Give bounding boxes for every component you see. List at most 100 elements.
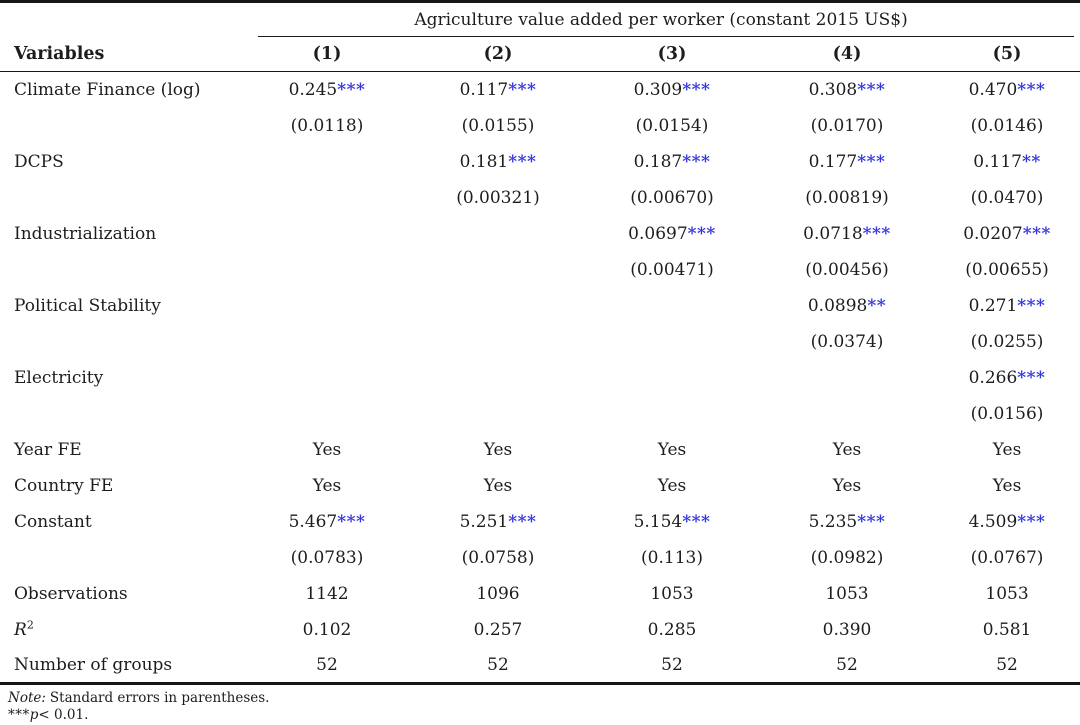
dependent-variable-title: Agriculture value added per worker (cons…	[242, 2, 1080, 38]
table-row: Number of groups 52 52 52 52 52	[0, 648, 1080, 684]
value-cell: 0.181***	[459, 151, 537, 172]
value-cell	[242, 180, 412, 216]
table-row: Observations 1142 1096 1053 1053 1053	[0, 576, 1080, 612]
value-cell: 52	[316, 654, 338, 675]
row-label	[0, 252, 242, 288]
value-cell: 0.187***	[633, 151, 711, 172]
significance-stars: ***	[857, 79, 886, 100]
column-header-3: (3)	[584, 37, 760, 72]
value-cell: 52	[487, 654, 509, 675]
significance-p: p	[29, 707, 39, 723]
table-row: Year FE Yes Yes Yes Yes Yes	[0, 432, 1080, 468]
note-label: Note:	[8, 690, 46, 706]
value-cell: Yes	[312, 439, 342, 460]
value-cell	[584, 324, 760, 360]
significance-stars: ***	[1022, 223, 1051, 244]
table-row: Industrialization 0.0697*** 0.0718*** 0.020…	[0, 216, 1080, 252]
value-cell: Yes	[832, 439, 862, 460]
significance-stars: ***	[1017, 295, 1046, 316]
value-cell	[412, 288, 584, 324]
value-cell	[760, 360, 934, 396]
value-cell: Yes	[483, 439, 513, 460]
column-header-5: (5)	[934, 37, 1080, 72]
value-cell: Yes	[312, 475, 342, 496]
column-header-2: (2)	[412, 37, 584, 72]
value-cell: 5.467***	[288, 511, 366, 532]
value-cell: 0.390	[822, 619, 872, 640]
value-cell: (0.00655)	[965, 259, 1049, 280]
value-cell: Yes	[832, 475, 862, 496]
value-cell: Yes	[657, 439, 687, 460]
value-cell	[242, 360, 412, 396]
value-cell	[242, 288, 412, 324]
value-cell: 1142	[305, 583, 349, 604]
value-cell: (0.0170)	[810, 115, 884, 136]
significance-stars: ***	[337, 79, 366, 100]
value-cell: 0.0697***	[628, 223, 716, 244]
value-cell: 5.154***	[633, 511, 711, 532]
value-cell: 0.177***	[808, 151, 886, 172]
value-cell: Yes	[483, 475, 513, 496]
value-cell: 5.235***	[808, 511, 886, 532]
spanner-row: Agriculture value added per worker (cons…	[0, 2, 1080, 38]
significance-stars: ***	[508, 151, 537, 172]
significance-stars: ***	[1017, 79, 1046, 100]
value-cell: (0.113)	[641, 547, 703, 568]
column-header-row: Variables (1) (2) (3) (4) (5)	[0, 37, 1080, 72]
table-row: (0.0374) (0.0255)	[0, 324, 1080, 360]
significance-stars: ***	[682, 151, 711, 172]
value-cell: (0.0374)	[810, 331, 884, 352]
value-cell	[412, 216, 584, 252]
value-cell: 0.266***	[968, 367, 1046, 388]
value-cell: (0.0118)	[290, 115, 364, 136]
value-cell: Yes	[992, 439, 1022, 460]
row-label	[0, 108, 242, 144]
value-cell: (0.0758)	[461, 547, 535, 568]
value-cell: (0.0255)	[970, 331, 1044, 352]
value-cell: 52	[836, 654, 858, 675]
value-cell: (0.0982)	[810, 547, 884, 568]
table-row: (0.0783) (0.0758) (0.113) (0.0982) (0.0767)	[0, 540, 1080, 576]
table-row: DCPS 0.181*** 0.187*** 0.177*** 0.117**	[0, 144, 1080, 180]
value-cell: (0.0783)	[290, 547, 364, 568]
value-cell: 52	[661, 654, 683, 675]
value-cell: 0.117***	[459, 79, 537, 100]
significance-stars: ***	[682, 79, 711, 100]
value-cell	[584, 360, 760, 396]
table-row: (0.0156)	[0, 396, 1080, 432]
significance-stars: ***	[682, 511, 711, 532]
value-cell: 0.117**	[973, 151, 1041, 172]
value-cell: 0.309***	[633, 79, 711, 100]
significance-stars: ***	[508, 79, 537, 100]
value-cell: 52	[996, 654, 1018, 675]
row-label: Electricity	[14, 367, 104, 388]
value-cell: (0.00471)	[630, 259, 714, 280]
value-cell: 0.102	[302, 619, 352, 640]
table-body: Climate Finance (log) 0.245*** 0.117*** 0.3…	[0, 72, 1080, 684]
value-cell: 0.0207***	[963, 223, 1051, 244]
value-cell: (0.00456)	[805, 259, 889, 280]
row-label	[0, 540, 242, 576]
value-cell: Yes	[657, 475, 687, 496]
value-cell: (0.0767)	[970, 547, 1044, 568]
value-cell	[412, 396, 584, 432]
significance-stars: ***	[337, 511, 366, 532]
table-row: Constant 5.467*** 5.251*** 5.154*** 5.235***…	[0, 504, 1080, 540]
significance-stars: ***	[862, 223, 891, 244]
row-label	[0, 396, 242, 432]
significance-stars: ***	[687, 223, 716, 244]
significance-stars: **	[867, 295, 887, 316]
significance-threshold: < 0.01.	[38, 707, 89, 723]
value-cell	[242, 216, 412, 252]
row-label	[0, 324, 242, 360]
value-cell	[760, 396, 934, 432]
row-label	[0, 180, 242, 216]
significance-stars: ***	[1017, 367, 1046, 388]
value-cell	[242, 252, 412, 288]
row-label: DCPS	[14, 151, 64, 172]
value-cell: Yes	[992, 475, 1022, 496]
value-cell	[584, 396, 760, 432]
value-cell: 1053	[650, 583, 694, 604]
row-label: Climate Finance (log)	[14, 79, 201, 100]
row-label: Country FE	[14, 475, 114, 496]
